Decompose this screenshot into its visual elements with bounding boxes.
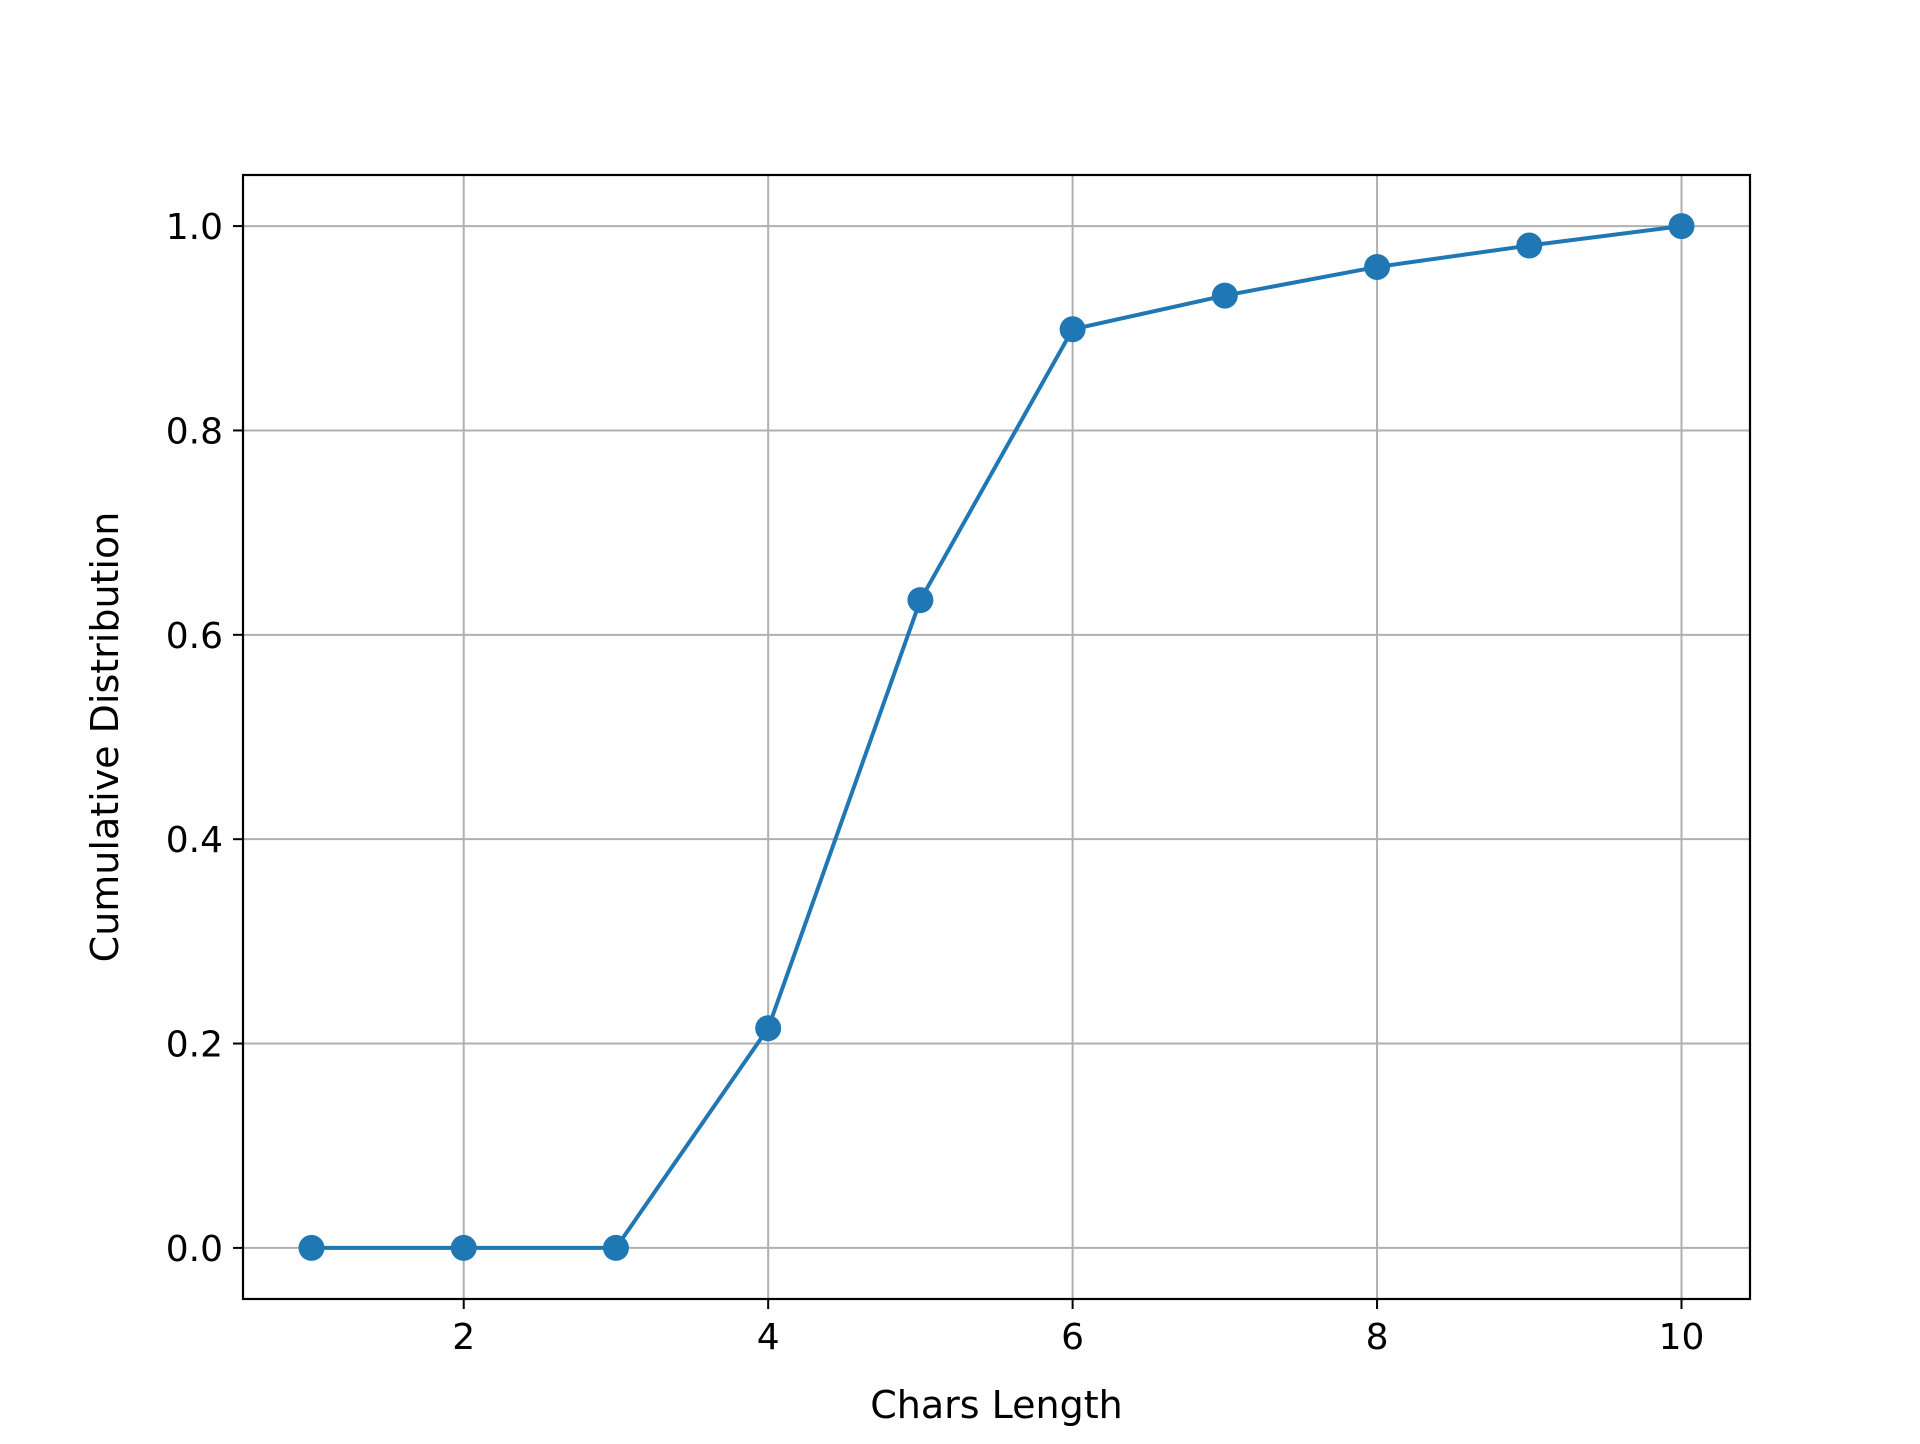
- data-point: [755, 1015, 782, 1042]
- x-tick-label: 10: [1659, 1317, 1705, 1358]
- data-point: [1668, 213, 1695, 240]
- y-tick-label: 1.0: [166, 207, 223, 248]
- x-tick-label: 8: [1366, 1317, 1389, 1358]
- x-tick-label: 2: [452, 1317, 475, 1358]
- data-point: [1211, 282, 1238, 309]
- x-tick-label: 4: [757, 1317, 780, 1358]
- series-layer: [298, 213, 1695, 1261]
- series-line: [311, 224, 1682, 1250]
- data-point: [1516, 232, 1543, 259]
- data-point: [907, 587, 934, 614]
- y-tick-label: 0.4: [166, 820, 223, 861]
- data-point: [1059, 316, 1086, 343]
- y-tick-label: 0.6: [166, 616, 223, 657]
- y-tick-label: 0.2: [166, 1025, 223, 1066]
- data-point: [1364, 253, 1391, 280]
- data-point: [298, 1234, 325, 1261]
- plot-frame: [241, 173, 1752, 1301]
- grid-layer: [243, 175, 1750, 1299]
- y-tick-label: 0.0: [166, 1229, 223, 1270]
- x-tick-label: 6: [1061, 1317, 1084, 1358]
- x-axis-label: Chars Length: [870, 1383, 1122, 1427]
- data-point: [602, 1234, 629, 1261]
- data-point: [450, 1234, 477, 1261]
- tick-layer: 2 4 6 8 10 0.0 0.2 0.4 0.6 0.8 1.0: [166, 207, 1705, 1358]
- y-axis-label: Cumulative Distribution: [83, 512, 127, 963]
- y-tick-label: 0.8: [166, 411, 223, 452]
